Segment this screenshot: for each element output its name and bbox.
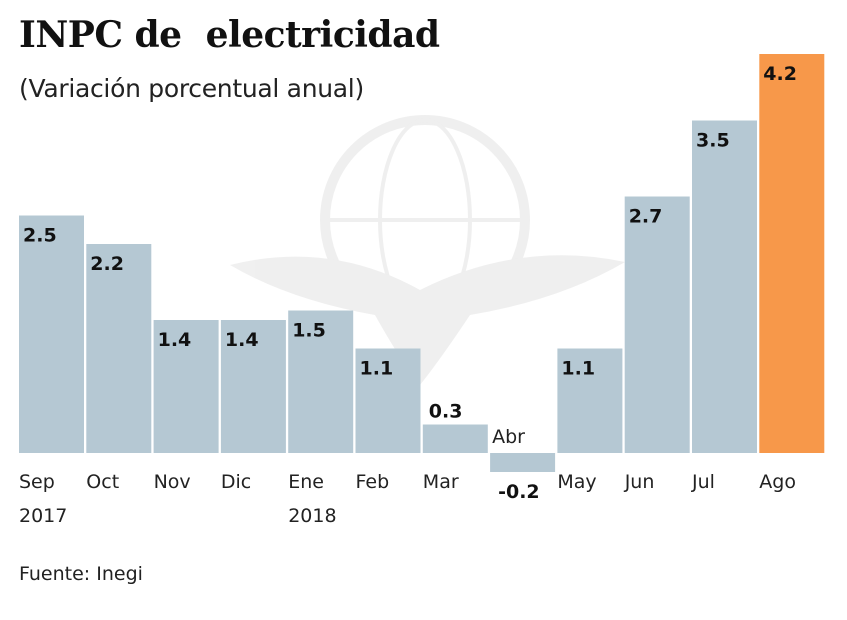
data-label-mar: 0.3 bbox=[429, 401, 463, 423]
bar-jul bbox=[692, 120, 757, 453]
bar-oct bbox=[86, 244, 152, 453]
bar-labels-group: 2.5 2.2 1.4 1.4 1.5 1.1 0.3 -0.2 1.1 2.7 3.5 4.2 bbox=[23, 63, 797, 503]
data-label-jun: 2.7 bbox=[629, 206, 663, 228]
tick-label-ene: Ene bbox=[288, 471, 324, 493]
chart-subtitle: (Variación porcentual anual) bbox=[19, 74, 364, 103]
data-label-may: 1.1 bbox=[561, 358, 595, 380]
watermark-eagle-globe-icon bbox=[230, 115, 625, 385]
tick-label-sep: Sep bbox=[19, 471, 55, 493]
data-label-abr: -0.2 bbox=[498, 481, 540, 503]
tick-label-ago: Ago bbox=[759, 471, 796, 493]
bar-feb bbox=[355, 348, 421, 453]
data-label-nov: 1.4 bbox=[158, 329, 192, 351]
tick-label-feb: Feb bbox=[356, 471, 390, 493]
chart-title: INPC de electricidad bbox=[19, 14, 440, 56]
tick-label-nov: Nov bbox=[154, 471, 191, 493]
data-label-ago: 4.2 bbox=[763, 63, 797, 85]
bar-sep bbox=[19, 215, 84, 453]
data-label-oct: 2.2 bbox=[90, 253, 124, 275]
tick-label-abr: Abr bbox=[492, 426, 525, 448]
year-label-2018: 2018 bbox=[288, 505, 336, 527]
bar-dic bbox=[220, 320, 286, 453]
year-label-2017: 2017 bbox=[19, 505, 67, 527]
x-axis-tick-labels: Sep 2017 Oct Nov Dic Ene 2018 Feb Mar Abr May Jun Ju… bbox=[19, 426, 796, 527]
tick-label-may: May bbox=[557, 471, 596, 493]
tick-label-dic: Dic bbox=[221, 471, 251, 493]
bar-abr bbox=[490, 453, 556, 472]
data-label-sep: 2.5 bbox=[23, 225, 57, 247]
tick-label-jul: Jul bbox=[691, 471, 715, 493]
bar-ago bbox=[759, 54, 825, 453]
bar-jun bbox=[624, 196, 690, 453]
data-label-ene: 1.5 bbox=[292, 320, 326, 342]
data-label-jul: 3.5 bbox=[696, 130, 730, 152]
tick-label-jun: Jun bbox=[624, 471, 655, 493]
bar-may bbox=[557, 348, 623, 453]
data-label-dic: 1.4 bbox=[225, 329, 259, 351]
source-note: Fuente: Inegi bbox=[19, 563, 143, 585]
data-label-feb: 1.1 bbox=[360, 358, 394, 380]
tick-label-oct: Oct bbox=[86, 471, 119, 493]
tick-label-mar: Mar bbox=[423, 471, 459, 493]
bars-group bbox=[19, 54, 825, 472]
bar-ene bbox=[288, 310, 354, 453]
bar-nov bbox=[153, 320, 219, 453]
bar-mar bbox=[422, 424, 488, 453]
